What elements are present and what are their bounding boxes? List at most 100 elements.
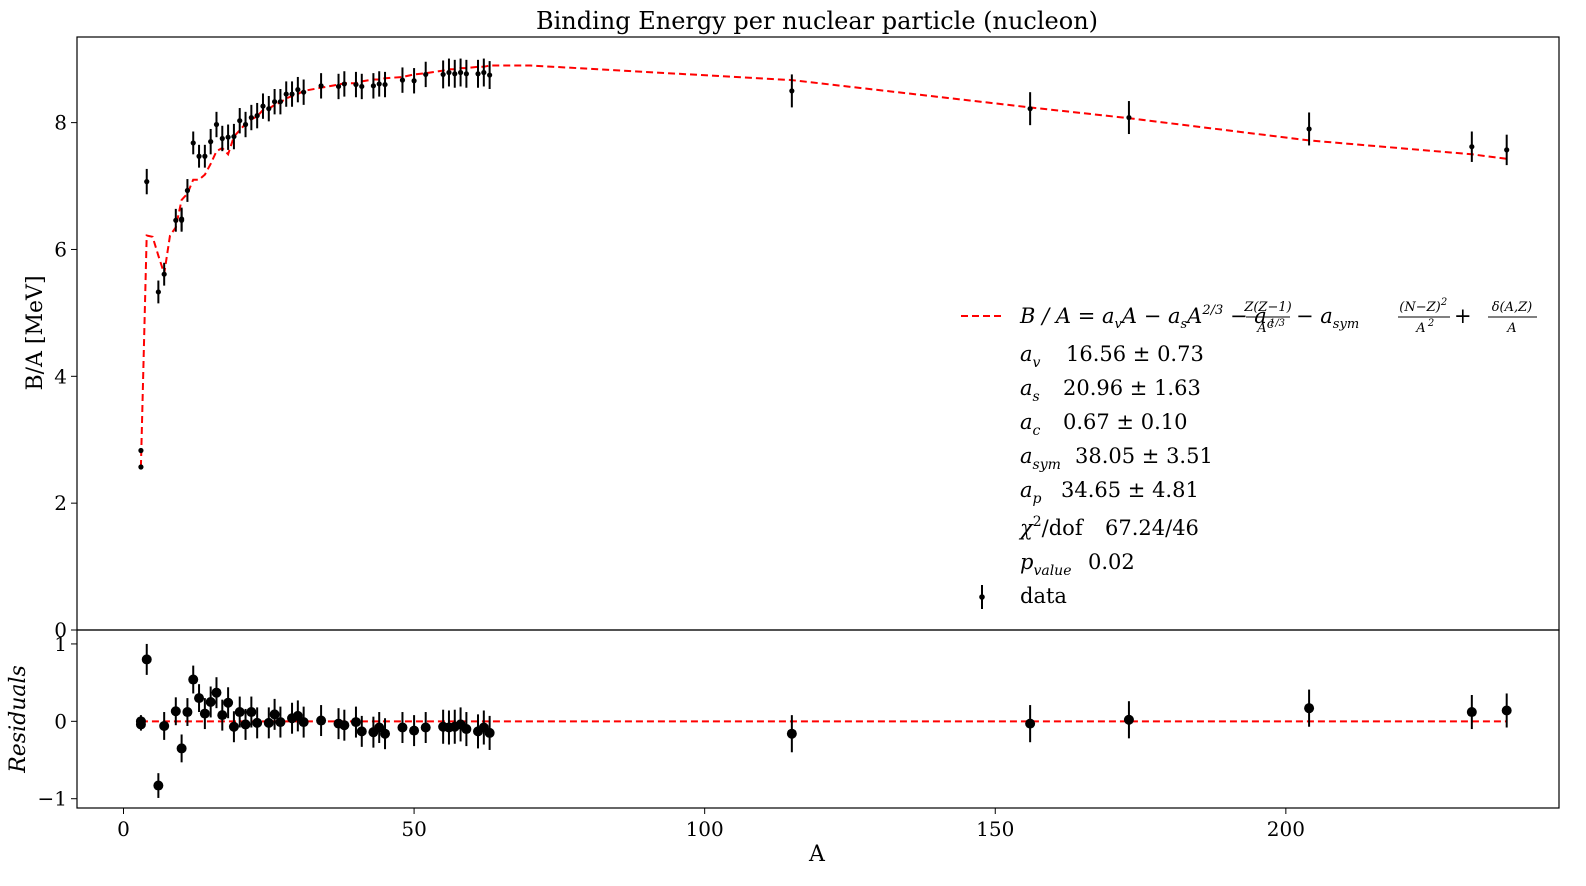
residual-point — [1123, 714, 1134, 725]
param-ac-sub: c — [1033, 423, 1041, 439]
residual-point — [298, 717, 309, 728]
residuals-points-layer — [135, 643, 1512, 798]
data-point — [463, 71, 469, 77]
residual-point — [380, 728, 391, 739]
data-point — [353, 81, 359, 88]
svg-text:χ2/dof: χ2/dof — [1018, 514, 1085, 540]
legend-data-label: data — [1020, 584, 1067, 608]
data-point — [318, 83, 324, 89]
x-tick-label: 200 — [1267, 817, 1305, 841]
svg-text:ap: ap — [1020, 478, 1042, 507]
residual-point — [316, 715, 327, 726]
y-tick-label: 6 — [54, 237, 67, 261]
legend-pvalue: pvalue 0.02 — [1020, 550, 1135, 579]
data-point — [481, 69, 487, 76]
data-point — [301, 89, 307, 95]
data-point — [190, 140, 196, 146]
x-ticks: 0 50 100 150 200 — [117, 808, 1305, 841]
fit-sub-c: c — [1267, 317, 1275, 332]
residual-point — [141, 654, 152, 665]
data-point — [138, 464, 144, 470]
param-as-value: 20.96 ± 1.63 — [1063, 376, 1201, 400]
legend-param-as: as 20.96 ± 1.63 — [1020, 376, 1201, 405]
chi2-value: 67.24/46 — [1105, 516, 1199, 540]
fit-mid2: − a — [1223, 304, 1266, 328]
data-point — [272, 99, 278, 105]
data-point — [370, 83, 376, 89]
param-av-value: 16.56 ± 0.73 — [1066, 342, 1204, 366]
data-point — [382, 81, 388, 88]
fit-plus: + — [1454, 304, 1472, 328]
x-tick-label: 0 — [117, 817, 130, 841]
data-point — [423, 71, 429, 78]
data-point — [341, 81, 347, 87]
x-tick-label: 50 — [401, 817, 426, 841]
data-point — [475, 71, 481, 77]
svg-text:ac: ac — [1020, 410, 1041, 439]
x-axis-label: A — [808, 842, 826, 867]
param-ap-symbol: a — [1020, 478, 1033, 502]
y-tick-label: −1 — [38, 787, 67, 811]
data-point — [161, 271, 167, 277]
data-point — [225, 134, 231, 140]
fit-A: A — [1185, 304, 1202, 328]
svg-text:av: av — [1020, 342, 1041, 371]
data-point — [376, 81, 382, 87]
param-as-sub: s — [1033, 389, 1040, 405]
data-point — [289, 91, 295, 97]
data-point — [359, 83, 365, 90]
pvalue-value: 0.02 — [1088, 550, 1135, 574]
x-tick-label: 100 — [686, 817, 724, 841]
data-point — [254, 113, 260, 119]
residual-point — [223, 697, 234, 708]
data-point — [213, 121, 220, 128]
residual-point — [194, 693, 205, 704]
fit-frac3-num: δ(A,Z) — [1492, 300, 1533, 315]
fit-frac2-den-pow: 2 — [1427, 318, 1434, 329]
residual-point — [1304, 703, 1315, 714]
residual-point — [205, 696, 216, 707]
svg-text:asym: asym — [1020, 444, 1061, 473]
fit-frac1-num: Z(Z−1) — [1243, 300, 1291, 315]
residual-point — [397, 722, 408, 733]
data-point — [173, 217, 179, 223]
y-ticks-main: 0 2 4 6 8 — [54, 111, 77, 642]
fit-sub-s: s — [1181, 317, 1188, 332]
y-tick-label: 4 — [54, 364, 67, 388]
pvalue-symbol: p — [1020, 550, 1033, 574]
x-tick-label: 150 — [976, 817, 1014, 841]
data-point — [440, 71, 446, 78]
residuals-plot-frame — [76, 629, 1560, 809]
residual-point — [217, 710, 228, 721]
data-point — [184, 187, 191, 194]
residual-point — [199, 708, 210, 719]
residual-point — [461, 724, 472, 735]
residual-point — [484, 727, 495, 738]
fit-frac1-den: A — [1256, 321, 1266, 336]
residual-point — [159, 720, 170, 731]
fit-mid3: − asym — [1296, 304, 1359, 332]
fit-frac2-den: A — [1415, 321, 1425, 336]
chi2-sup: 2 — [1033, 514, 1042, 530]
param-ac-value: 0.67 ± 0.10 — [1063, 410, 1187, 434]
data-point — [144, 179, 150, 185]
main-plot-frame — [76, 36, 1560, 631]
residual-point — [1466, 707, 1477, 718]
data-point — [231, 133, 237, 140]
y-tick-label: 1 — [54, 632, 67, 656]
data-point — [260, 103, 266, 109]
param-ac-symbol: a — [1020, 410, 1033, 434]
fit-frac3: δ(A,Z) A — [1488, 300, 1537, 336]
data-point — [335, 83, 342, 90]
residual-point — [356, 726, 367, 737]
legend-param-av: av 16.56 ± 0.73 — [1020, 342, 1204, 371]
fit-frac2: (N−Z) 2 A 2 — [1398, 297, 1450, 336]
residual-point — [234, 707, 245, 718]
residual-point — [420, 722, 431, 733]
chart-title: Binding Energy per nuclear particle (nuc… — [536, 7, 1098, 35]
legend-data-swatch-dot — [979, 594, 985, 600]
y-tick-label: 0 — [54, 709, 67, 733]
data-point — [138, 447, 144, 454]
data-point — [295, 87, 301, 93]
